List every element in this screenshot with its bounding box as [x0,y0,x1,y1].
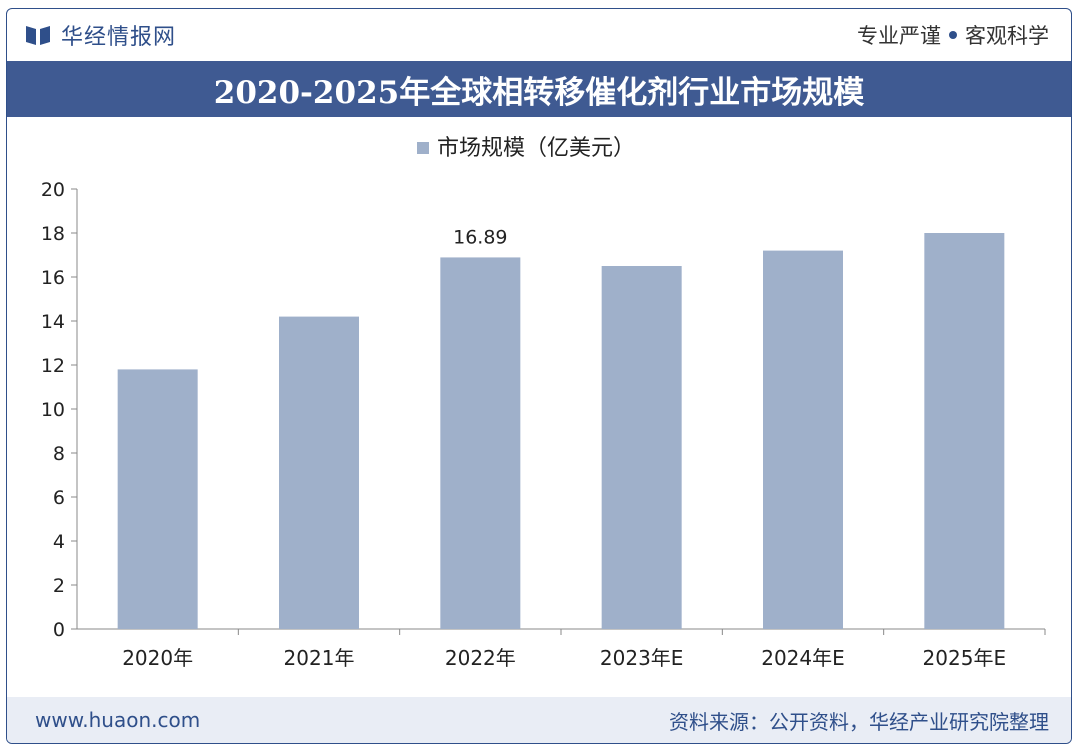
y-tick-label: 0 [53,619,65,641]
bar [440,257,521,629]
bar-chart: 市场规模（亿美元） 0 2 4 6 8 10 12 14 16 18 20 2020年 2021年 2022… [41,136,1046,670]
x-tick-label: 2024年E [761,646,845,670]
y-tick-label: 2 [53,575,65,597]
slogan: 专业严谨 客观科学 [857,20,1049,50]
chart-title: 2020-2025年全球相转移催化剂行业市场规模 [213,74,865,111]
report-card: 华经情报网 专业严谨 客观科学 2020-2025年全球相转移催化剂行业市场规模… [6,8,1072,744]
footer: www.huaon.com 资料来源：公开资料，华经产业研究院整理 [7,697,1071,743]
x-tick-label: 2020年 [122,646,193,670]
y-tick-label: 14 [41,311,65,333]
x-tick-label: 2021年 [284,646,355,670]
y-tick-label: 20 [41,179,65,201]
title-bar: 2020-2025年全球相转移催化剂行业市场规模 [7,61,1071,117]
y-tick-label: 4 [53,531,65,553]
bar [117,369,198,629]
legend-label: 市场规模（亿美元） [437,136,635,161]
x-tick-label: 2022年 [445,646,516,670]
header: 华经情报网 专业严谨 客观科学 [7,9,1071,61]
bar [924,233,1005,629]
brand: 华经情报网 [25,19,176,51]
y-tick-label: 18 [41,223,65,245]
slogan-right: 客观科学 [965,24,1049,48]
footer-source: 资料来源：公开资料，华经产业研究院整理 [669,709,1049,734]
brand-name: 华经情报网 [61,25,177,50]
book-logo-icon [26,26,50,45]
bar [763,250,843,629]
bar [601,266,682,629]
dot-separator-icon [949,31,957,39]
y-tick-label: 12 [41,355,65,377]
y-tick-label: 10 [41,399,65,421]
bar [279,316,359,629]
y-tick-label: 16 [41,267,65,289]
x-tick-label: 2025年E [923,646,1007,670]
footer-website[interactable]: www.huaon.com [35,708,201,732]
legend-swatch [417,142,429,154]
y-tick-label: 6 [53,487,65,509]
slogan-left: 专业严谨 [857,24,941,48]
x-tick-label: 2023年E [600,646,684,670]
data-label: 16.89 [453,226,507,248]
y-tick-label: 8 [53,443,65,465]
